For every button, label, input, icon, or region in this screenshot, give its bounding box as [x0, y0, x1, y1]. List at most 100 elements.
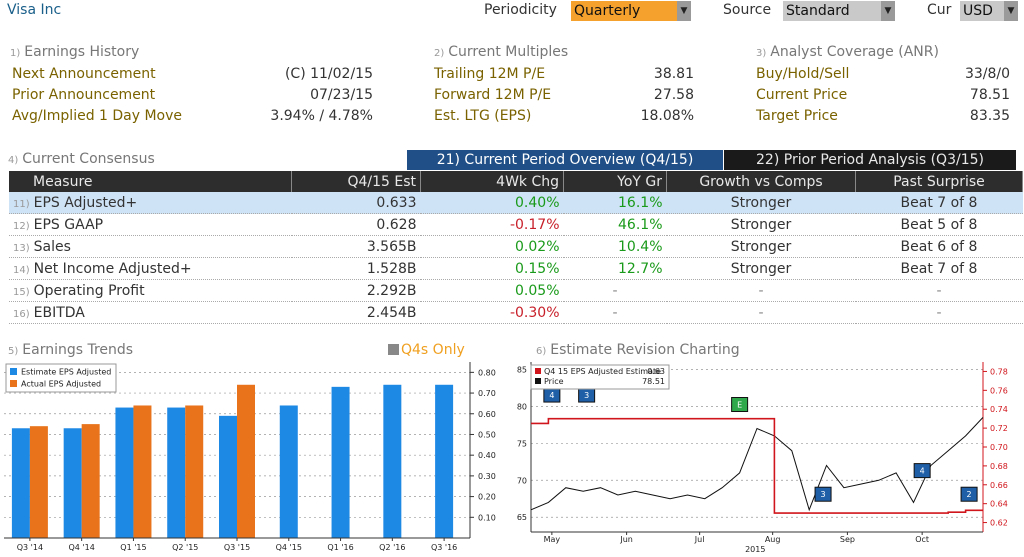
revision-marker-label: 4 [920, 467, 925, 476]
revision-right-tick-label: 0.76 [990, 386, 1008, 395]
comps-value: Stronger [666, 257, 856, 280]
surprise-value: - [855, 301, 1023, 324]
revision-right-tick-label: 0.62 [990, 519, 1008, 528]
measure-name: Net Income Adjusted+ [33, 260, 192, 277]
col-measure[interactable]: Measure [9, 171, 292, 192]
legend-swatch-price [535, 378, 541, 384]
revision-right-axis: 0.78 0.76 0.74 0.72 0.70 0.68 0.66 0.64 0.62 [982, 362, 1008, 532]
col-estimate[interactable]: Q4/15 Est [291, 171, 421, 192]
currency-value: USD [963, 3, 993, 19]
currency-dropdown[interactable]: USD ▼ [960, 1, 1018, 21]
tab-prior-period[interactable]: 22) Prior Period Analysis (Q3/15) [724, 150, 1016, 170]
revision-left-tick-label: 70 [517, 476, 527, 485]
estimate-line [531, 417, 983, 514]
prior-announcement-label: Prior Announcement [12, 87, 156, 103]
consensus-table: Measure Q4/15 Est 4Wk Chg YoY Gr Growth … [9, 171, 1023, 324]
col-4wk-chg[interactable]: 4Wk Chg [420, 171, 564, 192]
estimate-value: 1.528B [291, 257, 421, 280]
consensus-header: 4) Current Consensus [8, 151, 155, 167]
col-growth-vs-comps[interactable]: Growth vs Comps [666, 171, 856, 192]
currency-label: Cur [927, 2, 952, 18]
bar-x-tick-label: Q4 '14 [69, 543, 95, 552]
next-announcement-value: (C) 11/02/15 [284, 66, 373, 82]
earnings-history-header[interactable]: 1) Earnings History [10, 44, 140, 60]
col-yoy-gr[interactable]: YoY Gr [563, 171, 667, 192]
chevron-down-icon[interactable]: ▼ [677, 1, 691, 21]
table-row[interactable]: 16) EBITDA 2.454B -0.30% - - - [9, 301, 1023, 324]
table-row[interactable]: 13) Sales 3.565B 0.02% 10.4% Stronger Bea… [9, 235, 1023, 258]
bar-x-tick-label: Q3 '16 [431, 543, 457, 552]
table-row[interactable]: 11) EPS Adjusted+ 0.633 0.40% 16.1% Stron… [9, 192, 1023, 214]
chg-value: -0.30% [420, 301, 564, 324]
yoy-value: 12.7% [563, 257, 667, 280]
revision-marker[interactable]: 2 [960, 486, 978, 502]
revision-year-label: 2015 [745, 545, 765, 554]
surprise-value: Beat 5 of 8 [855, 213, 1023, 236]
revision-marker-box [814, 486, 832, 502]
revision-left-tick-label: 75 [517, 439, 527, 448]
periodicity-dropdown[interactable]: Quarterly ▼ [571, 1, 691, 21]
yoy-value: 16.1% [563, 192, 667, 214]
chg-value: 0.02% [420, 235, 564, 258]
bar-x-tick-label: Q3 '15 [224, 543, 250, 552]
bar-estimate [167, 407, 186, 538]
measure-name: EPS Adjusted+ [33, 194, 138, 211]
legend-swatch-estimate [535, 368, 541, 374]
table-row[interactable]: 14) Net Income Adjusted+ 1.528B 0.15% 12.… [9, 257, 1023, 280]
yoy-value: 10.4% [563, 235, 667, 258]
revision-marker[interactable]: 4 [913, 463, 931, 479]
bar-y-tick-label: 0.80 [478, 368, 496, 377]
bar-y-tick-label: 0.70 [478, 389, 496, 398]
bar-y-tick-label: 0.60 [478, 410, 496, 419]
col-past-surprise[interactable]: Past Surprise [855, 171, 1023, 192]
source-dropdown[interactable]: Standard ▼ [783, 1, 895, 21]
bar-estimate [331, 386, 350, 538]
current-multiples-header[interactable]: 2) Current Multiples [434, 44, 569, 60]
trailing-pe-value: 38.81 [653, 66, 694, 82]
revision-x-tick-label: Jun [619, 535, 633, 544]
table-row[interactable]: 15) Operating Profit 2.292B 0.05% - - - [9, 279, 1023, 302]
prior-announcement-value: 07/23/15 [310, 87, 373, 103]
ltg-value: 18.08% [640, 108, 694, 124]
table-header-row: Measure Q4/15 Est 4Wk Chg YoY Gr Growth … [9, 171, 1023, 192]
checkbox-icon[interactable] [388, 344, 399, 355]
bar-y-tick-label: 0.30 [478, 472, 496, 481]
earnings-trends-chart: 0.800.700.600.500.400.300.200.10 Q3 '14 Q… [1, 361, 496, 552]
estimate-revision-header: 6) Estimate Revision Charting [536, 342, 740, 358]
chg-value: 0.15% [420, 257, 564, 280]
bar-x-tick-label: Q4 '15 [276, 543, 302, 552]
revision-left-tick-label: 65 [517, 513, 527, 522]
q4s-only-toggle[interactable]: Q4s Only [388, 342, 465, 358]
bar-estimate [115, 407, 134, 538]
chevron-down-icon[interactable]: ▼ [881, 1, 895, 21]
revision-right-tick-label: 0.74 [990, 405, 1008, 414]
chevron-down-icon[interactable]: ▼ [1004, 1, 1018, 21]
revision-marker[interactable]: E [731, 397, 749, 412]
trailing-pe-label: Trailing 12M P/E [434, 66, 546, 82]
revision-marker[interactable]: 4 [543, 387, 561, 403]
bar-marks [11, 384, 454, 538]
surprise-value: Beat 7 of 8 [855, 257, 1023, 280]
analyst-coverage-header[interactable]: 3) Analyst Coverage (ANR) [756, 44, 939, 60]
bar-y-axis: 0.80 0.70 0.60 0.50 0.40 0.30 0.20 0.10 [469, 362, 496, 538]
table-row[interactable]: 12) EPS GAAP 0.628 -0.17% 46.1% Stronger … [9, 213, 1023, 236]
revision-legend: Q4 15 EPS Adjusted Estimate 0.63 Price 7… [530, 364, 670, 390]
revision-left-axis: 85 80 75 70 65 [517, 362, 532, 532]
revision-left-tick-label: 85 [517, 365, 527, 374]
tab-current-period[interactable]: 21) Current Period Overview (Q4/15) [407, 150, 723, 170]
legend-estimate-label: Q4 15 EPS Adjusted Estimate [544, 367, 661, 376]
revision-marker-box [731, 397, 749, 412]
revision-marker-label: 3 [584, 391, 589, 400]
revision-marker[interactable]: 3 [578, 387, 596, 403]
estimate-value: 2.454B [291, 301, 421, 324]
revision-right-tick-label: 0.78 [990, 367, 1008, 376]
revision-x-axis: May Jun Jul Aug Sep Oct 2015 [531, 531, 983, 554]
revision-x-tick-label: Aug [765, 535, 781, 544]
chg-value: 0.40% [420, 192, 564, 214]
legend-price-label: Price [544, 377, 564, 386]
ltg-label: Est. LTG (EPS) [434, 108, 532, 124]
comps-value: Stronger [666, 192, 856, 214]
bar-estimate [219, 415, 237, 538]
revision-left-tick-label: 80 [517, 402, 527, 411]
revision-marker[interactable]: 3 [814, 486, 832, 502]
